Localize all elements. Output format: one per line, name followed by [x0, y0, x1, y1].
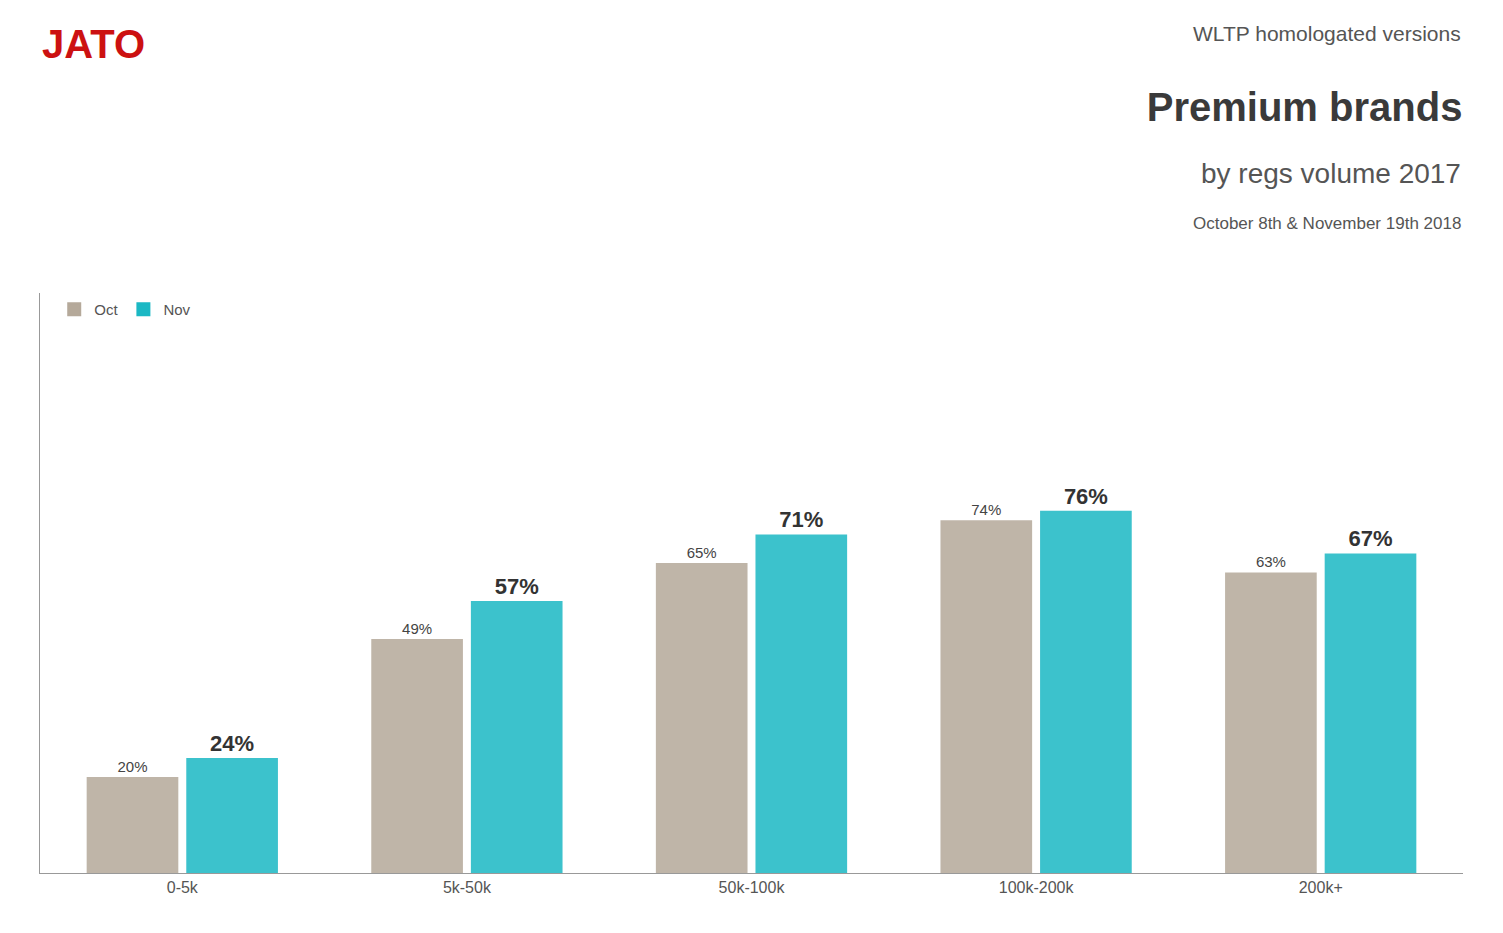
svg-text:76%: 76% — [1064, 484, 1108, 509]
svg-text:57%: 57% — [495, 574, 539, 599]
svg-text:49%: 49% — [402, 620, 432, 637]
svg-text:WLTP homologated versions: WLTP homologated versions — [1193, 22, 1461, 45]
svg-text:Premium brands: Premium brands — [1147, 85, 1463, 129]
svg-text:200k+: 200k+ — [1299, 879, 1343, 896]
svg-text:63%: 63% — [1256, 553, 1286, 570]
svg-text:24%: 24% — [210, 731, 254, 756]
svg-text:Oct: Oct — [94, 301, 118, 318]
svg-text:JATO: JATO — [42, 22, 145, 66]
svg-text:Nov: Nov — [163, 301, 190, 318]
svg-text:50k-100k: 50k-100k — [719, 879, 786, 896]
svg-text:October 8th & November 19th 20: October 8th & November 19th 2018 — [1193, 214, 1461, 233]
svg-text:5k-50k: 5k-50k — [443, 879, 492, 896]
svg-text:71%: 71% — [779, 507, 823, 532]
svg-text:0-5k: 0-5k — [167, 879, 199, 896]
svg-text:67%: 67% — [1348, 526, 1392, 551]
svg-text:20%: 20% — [117, 758, 147, 775]
svg-text:65%: 65% — [687, 544, 717, 561]
svg-text:by regs volume 2017: by regs volume 2017 — [1201, 158, 1461, 189]
svg-text:100k-200k: 100k-200k — [999, 879, 1075, 896]
svg-text:74%: 74% — [971, 501, 1001, 518]
